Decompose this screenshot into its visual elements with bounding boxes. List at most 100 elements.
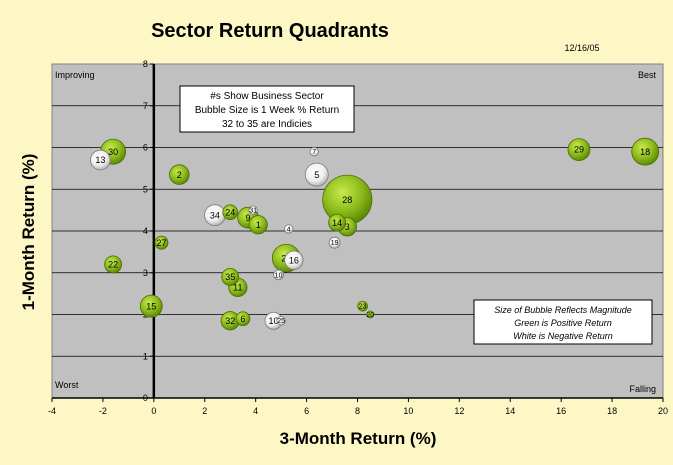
bubble-29: 29: [567, 138, 591, 161]
bubble-circle: [222, 204, 238, 220]
bubble-circle: [567, 138, 591, 161]
bubble-23: 23: [357, 300, 368, 312]
bubble-circle: [104, 255, 123, 274]
bubble-circle: [276, 316, 286, 326]
bubble-label: 24: [225, 207, 235, 217]
legend-box: #s Show Business Sector Bubble Size is 1…: [179, 85, 355, 133]
bubble-label: 25: [277, 318, 285, 325]
x-tick-label: 0: [151, 406, 156, 416]
bubble-34: 34: [204, 204, 226, 226]
bubble-circle: [139, 294, 163, 318]
bubble-label: 31: [249, 208, 257, 215]
legend-line: Bubble Size is 1 Week % Return: [195, 105, 339, 116]
x-tick-labels: -4 -2 0 2 4 6 8 10 12 14 16 18 20: [48, 406, 668, 416]
bubble-circle: [248, 215, 268, 235]
bubble-label: 4: [287, 226, 291, 233]
quadrant-label-falling: Falling: [629, 384, 656, 394]
bubble-circle: [309, 147, 319, 157]
bubble-16: 16: [284, 250, 304, 270]
bubble-label: 10: [268, 316, 278, 326]
legend-line: 32 to 35 are Indicies: [222, 119, 312, 130]
bubble-circle: [169, 164, 190, 185]
bubble-label: 35: [225, 272, 235, 282]
bubble-label: 16: [289, 255, 299, 265]
bubble-14: 14: [328, 213, 347, 232]
bubble-label: 10: [275, 272, 283, 279]
note-line: Size of Bubble Reflects Magnitude: [494, 305, 632, 315]
x-tick-label: 12: [454, 406, 464, 416]
bubble-35: 35: [221, 268, 240, 286]
y-tick-labels: 012345678: [143, 59, 148, 403]
legend-line: #s Show Business Sector: [210, 91, 324, 102]
bubble-24: 24: [222, 204, 238, 220]
x-tick-label: 4: [253, 406, 258, 416]
bubble-label: 13: [95, 155, 105, 165]
bubble-label: 23: [359, 304, 367, 311]
bubble-label: 20: [366, 312, 374, 319]
y-tick-label: 6: [143, 143, 148, 153]
bubble-label: 11: [233, 283, 242, 293]
y-tick-label: 0: [143, 393, 148, 403]
quadrant-label-best: Best: [638, 70, 657, 80]
x-tick-label: -2: [99, 406, 107, 416]
x-tick-label: 6: [304, 406, 309, 416]
quadrant-label-improving: Improving: [55, 70, 95, 80]
y-tick-label: 4: [143, 226, 148, 236]
quadrant-label-worst: Worst: [55, 380, 79, 390]
bubble-label: 28: [342, 195, 352, 205]
bubble-circle: [328, 213, 347, 232]
bubble-label: 22: [108, 260, 118, 270]
bubble-6: 6: [235, 311, 251, 327]
bubble-circle: [284, 224, 294, 234]
x-tick-label: 2: [202, 406, 207, 416]
bubble-circle: [357, 300, 368, 312]
bubble-label: 5: [314, 170, 319, 180]
bubble-label: 19: [331, 240, 339, 247]
bubble-27: 27: [154, 235, 169, 250]
bubble-label: 18: [640, 147, 650, 157]
note-box: Size of Bubble Reflects Magnitude Green …: [473, 299, 653, 345]
x-tick-label: 18: [607, 406, 617, 416]
bubble-label: 9: [246, 213, 251, 223]
bubble-20: 20: [366, 310, 374, 319]
bubble-label: 29: [574, 145, 584, 155]
bubble-15: 15: [139, 294, 163, 318]
bubble-label: 14: [332, 218, 342, 228]
y-tick-label: 1: [143, 351, 148, 361]
bubble-label: 1: [256, 220, 261, 230]
bubble-10: 10: [273, 269, 284, 281]
bubble-circle: [154, 235, 169, 250]
y-tick-label: 8: [143, 59, 148, 69]
bubble-label: 30: [108, 147, 118, 157]
bubble-label: 6: [240, 314, 245, 324]
bubble-4: 4: [284, 224, 294, 234]
bubble-18: 18: [631, 137, 660, 166]
bubble-31: 31: [248, 205, 258, 215]
bubble-circle: [328, 236, 341, 249]
bubble-22: 22: [104, 255, 123, 274]
bubbles: 2826183052915349132131611321422351024627…: [90, 137, 660, 331]
legend-box-frame: [179, 85, 355, 133]
y-tick-label: 3: [143, 268, 148, 278]
bubble-19: 19: [328, 236, 341, 249]
bubble-circle: [631, 137, 660, 166]
bubble-label: 2: [177, 170, 182, 180]
x-tick-label: 8: [355, 406, 360, 416]
bubble-label: 27: [156, 238, 166, 248]
bubble-circle: [235, 311, 251, 327]
bubble-1: 1: [248, 215, 268, 235]
bubble-label: 15: [146, 301, 156, 311]
bubble-circle: [273, 269, 284, 281]
chart-date: 12/16/05: [564, 43, 599, 53]
bubble-label: 3: [345, 222, 350, 232]
y-tick-label: 7: [143, 101, 148, 111]
y-axis-label: 1-Month Return (%): [19, 154, 38, 311]
bubble-label: 7: [312, 149, 316, 156]
bubble-circle: [304, 162, 329, 187]
bubble-circle: [248, 205, 258, 215]
note-box-frame: [473, 299, 653, 345]
x-axis-label: 3-Month Return (%): [280, 429, 437, 448]
bubble-label: 34: [210, 210, 220, 220]
bubble-circle: [221, 268, 240, 286]
x-tick-label: 16: [556, 406, 566, 416]
